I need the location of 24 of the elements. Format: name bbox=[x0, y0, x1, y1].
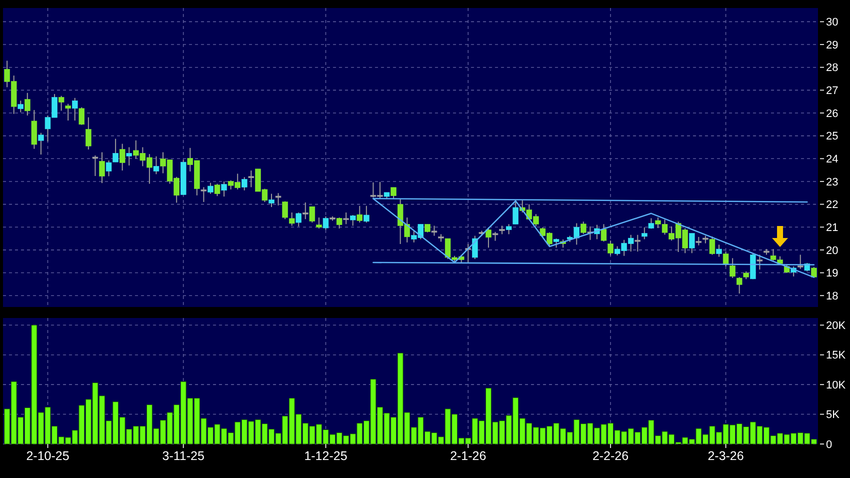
y-tick-label: 27 bbox=[826, 85, 838, 98]
y-tick-label: 20K bbox=[826, 320, 846, 332]
x-tick-label: 2-1-26 bbox=[450, 449, 486, 463]
y-tick-label: 22 bbox=[826, 199, 838, 212]
y-tick-label: 21 bbox=[826, 222, 838, 234]
y-tick-label: 24 bbox=[826, 153, 838, 166]
y-tick-label: 15K bbox=[826, 350, 846, 362]
y-tick-label: 30 bbox=[826, 16, 838, 29]
y-tick-label: 20 bbox=[826, 244, 838, 257]
y-tick-label: 28 bbox=[826, 62, 838, 74]
y-tick-label: 25 bbox=[826, 130, 838, 143]
y-tick-label: 5K bbox=[826, 409, 840, 422]
y-tick-label: 29 bbox=[826, 39, 838, 52]
x-tick-label: 2-10-25 bbox=[26, 449, 70, 463]
y-tick-label: 0 bbox=[826, 438, 832, 451]
y-tick-label: 23 bbox=[826, 176, 838, 188]
x-tick-label: 2-2-26 bbox=[592, 449, 629, 463]
y-tick-label: 26 bbox=[826, 108, 838, 120]
y-tick-label: 10K bbox=[826, 379, 846, 392]
x-tick-label: 3-11-25 bbox=[162, 449, 204, 463]
x-tick-label: 2-3-26 bbox=[708, 449, 744, 463]
x-tick-label: 1-12-25 bbox=[304, 449, 348, 463]
y-tick-label: 18 bbox=[826, 290, 838, 302]
y-tick-label: 19 bbox=[826, 268, 838, 280]
